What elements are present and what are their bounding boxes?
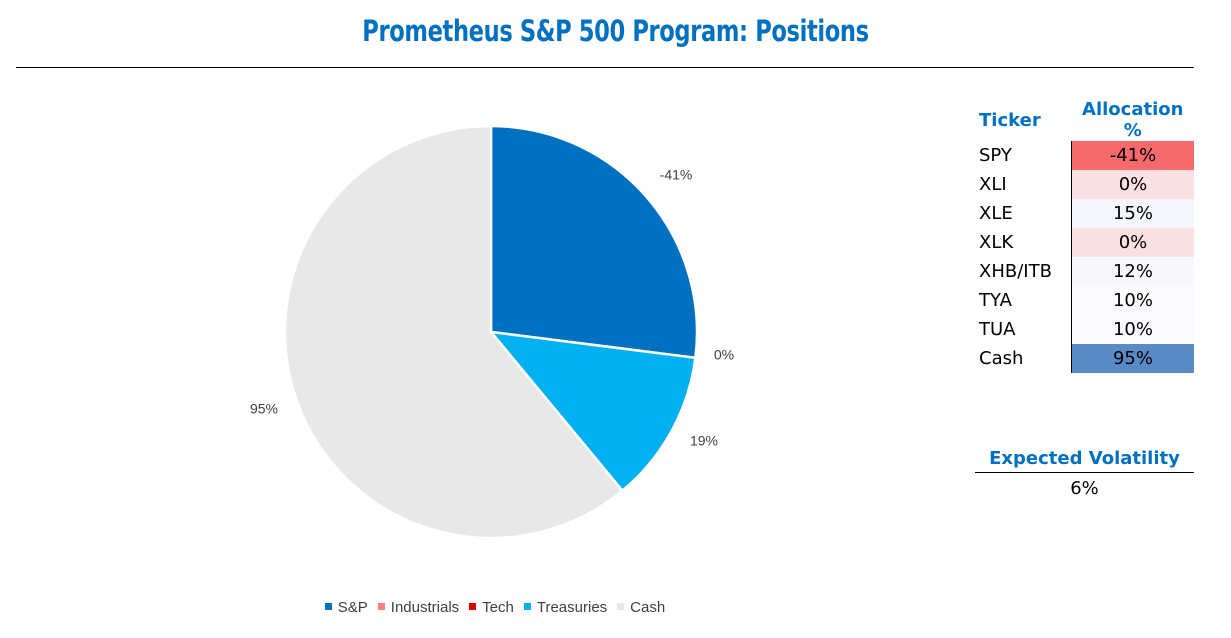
chart-legend: S&P Industrials Tech Treasuries Cash (0, 599, 990, 616)
table-row: TYA 10% (975, 286, 1194, 315)
ticker-cell: XLK (979, 232, 1014, 253)
ticker-cell: TUA (979, 319, 1016, 340)
ticker-cell: XLI (979, 174, 1007, 195)
table-row: Cash 95% (975, 344, 1194, 373)
pie-slice-s-p (489, 124, 699, 360)
ticker-cell: SPY (979, 145, 1012, 166)
allocation-cell: 10% (1071, 315, 1194, 344)
legend-item-industrials: Industrials (377, 599, 460, 616)
legend-label-industrials: Industrials (390, 599, 460, 616)
allocation-cell: -41% (1071, 141, 1194, 170)
pie-slice-cash (283, 124, 624, 540)
table-row: XHB/ITB 12% (975, 257, 1194, 286)
legend-label-treasuries: Treasuries (536, 599, 608, 616)
legend-label-tech: Tech (482, 599, 514, 616)
legend-item-tech: Tech (469, 599, 514, 616)
page-title: Prometheus S&P 500 Program: Positions (362, 14, 869, 48)
legend-swatch-treasuries (523, 603, 531, 610)
ticker-cell: XHB/ITB (979, 261, 1052, 282)
table-row: XLE 15% (975, 199, 1194, 228)
legend-swatch-cash (617, 603, 625, 610)
data-label-treasuries: 19% (690, 433, 718, 449)
allocation-cell: 0% (1071, 170, 1194, 199)
data-label-s-p: -41% (660, 167, 693, 183)
ticker-cell: XLE (979, 203, 1013, 224)
data-label-cash: 95% (250, 401, 278, 417)
legend-swatch-tech (469, 603, 477, 610)
data-label-industrials: 0% (714, 347, 734, 363)
allocation-cell: 15% (1071, 199, 1194, 228)
table-row: XLK 0% (975, 228, 1194, 257)
allocation-cell: 95% (1071, 344, 1194, 373)
expected-volatility-label: Expected Volatility (975, 448, 1194, 473)
pie-slice-treasuries (489, 330, 697, 492)
expected-volatility-value: 6% (1070, 478, 1099, 499)
allocation-table: Ticker Allocation % SPY -41% XLI 0% XLE 15% XL… (975, 99, 1194, 373)
table-header-allocation: Allocation % (1082, 99, 1184, 141)
legend-item-treasuries: Treasuries (523, 599, 608, 616)
ticker-cell: TYA (979, 290, 1012, 311)
legend-label-s-p: S&P (337, 599, 368, 616)
legend-item-cash: Cash (617, 599, 665, 616)
legend-swatch-s-p (324, 603, 332, 610)
table-row: XLI 0% (975, 170, 1194, 199)
table-row: TUA 10% (975, 315, 1194, 344)
legend-swatch-industrials (377, 603, 385, 610)
legend-label-cash: Cash (630, 599, 666, 616)
pie-chart: -41% 0% 19% 95% (250, 124, 734, 540)
allocation-cell: 10% (1071, 286, 1194, 315)
allocation-cell: 12% (1071, 257, 1194, 286)
ticker-cell: Cash (979, 348, 1024, 369)
allocation-cell: 0% (1071, 228, 1194, 257)
title-divider (16, 67, 1194, 68)
legend-item-s-p: S&P (324, 599, 368, 616)
table-row: SPY -41% (975, 141, 1194, 170)
table-header-ticker: Ticker (979, 109, 1041, 131)
